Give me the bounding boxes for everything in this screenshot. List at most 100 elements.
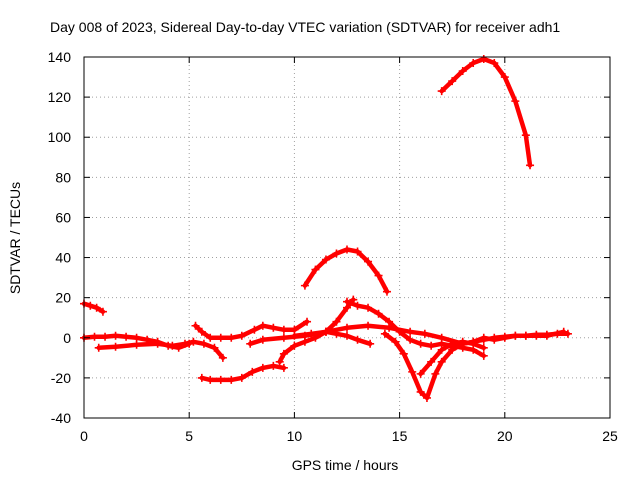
data-point <box>279 349 288 358</box>
x-tick-label: 0 <box>80 428 88 444</box>
y-tick-label: 100 <box>48 129 72 145</box>
data-point <box>458 339 467 348</box>
data-point <box>101 332 110 341</box>
data-point <box>427 357 436 366</box>
data-point <box>366 339 375 348</box>
data-point <box>227 333 236 342</box>
data-point <box>416 339 425 348</box>
data-point <box>479 333 488 342</box>
data-point <box>191 321 200 330</box>
data-point <box>303 317 312 326</box>
data-point <box>189 337 198 346</box>
x-tick-label: 15 <box>392 428 408 444</box>
data-point <box>258 363 267 372</box>
data-point <box>479 351 488 360</box>
x-tick-label: 20 <box>497 428 513 444</box>
data-point <box>343 297 351 306</box>
data-point <box>563 329 572 338</box>
data-point <box>180 339 189 348</box>
data-point <box>479 55 488 64</box>
data-point <box>458 67 467 76</box>
data-point <box>437 345 446 354</box>
data-point <box>111 331 120 340</box>
data-point <box>311 265 320 274</box>
data-point <box>353 301 362 310</box>
x-tick-label: 25 <box>602 428 618 444</box>
data-point <box>364 257 373 266</box>
data-point <box>206 375 215 384</box>
data-point <box>279 363 288 372</box>
data-point <box>168 341 177 350</box>
series-line <box>302 247 390 294</box>
data-point <box>353 335 362 344</box>
data-point <box>343 323 351 332</box>
data-point <box>90 332 99 341</box>
series-arc-4 <box>191 317 312 342</box>
axis-ticks: 0 5 10 15 20 25 -40 -20 0 20 40 60 80 100 120 140 <box>48 49 618 444</box>
data-point <box>290 331 299 340</box>
data-point <box>300 281 309 290</box>
data-point <box>469 337 478 346</box>
data-point <box>216 375 225 384</box>
data-point <box>374 309 383 318</box>
data-point <box>218 353 227 362</box>
series-line <box>81 301 106 314</box>
y-tick-label: -20 <box>51 370 71 386</box>
series-arc-10 <box>343 297 488 360</box>
data-point <box>111 342 120 351</box>
data-point <box>526 161 535 170</box>
data-point <box>521 131 530 140</box>
data-point <box>380 329 389 338</box>
data-point <box>199 339 208 348</box>
y-tick-label: 0 <box>63 330 71 346</box>
series-arc-3 <box>94 337 227 362</box>
data-point <box>448 77 457 86</box>
data-point <box>216 333 225 342</box>
data-point <box>197 373 206 382</box>
data-point <box>406 327 415 336</box>
x-tick-label: 10 <box>287 428 303 444</box>
data-point <box>92 303 101 312</box>
data-point <box>132 333 141 342</box>
y-tick-label: -40 <box>51 410 71 426</box>
grid <box>84 57 610 418</box>
data-point <box>511 331 520 340</box>
y-tick-label: 40 <box>55 250 71 266</box>
data-point <box>269 323 278 332</box>
data-point <box>269 361 278 370</box>
data-point <box>532 331 541 340</box>
data-point <box>500 73 509 82</box>
data-point <box>332 317 341 326</box>
y-axis-label: SDTVAR / TECUs <box>7 182 23 294</box>
data-point <box>275 357 284 366</box>
data-point <box>343 245 351 254</box>
data-point <box>395 327 404 336</box>
data-point <box>521 331 530 340</box>
data-point <box>237 331 246 340</box>
data-point <box>153 339 162 348</box>
data-point <box>437 357 446 366</box>
data-point <box>197 327 206 336</box>
series-arc-9 <box>300 245 391 296</box>
data-point <box>406 335 415 344</box>
data-point <box>364 321 373 330</box>
data-point <box>374 271 383 280</box>
y-tick-label: 20 <box>55 290 71 306</box>
data-point <box>364 303 373 312</box>
data-point <box>237 373 246 382</box>
data-point <box>206 333 215 342</box>
data-point <box>385 317 394 326</box>
data-point <box>343 331 351 340</box>
data-point <box>132 340 141 349</box>
data-point <box>490 335 499 344</box>
data-point <box>250 325 259 334</box>
data-point <box>246 339 255 348</box>
data-point <box>279 325 288 334</box>
series-arc-5 <box>197 361 288 384</box>
data-point <box>382 287 391 296</box>
series-line <box>439 56 533 168</box>
series-arc-13 <box>448 327 568 352</box>
data-point <box>307 329 316 338</box>
data-point <box>559 327 568 336</box>
